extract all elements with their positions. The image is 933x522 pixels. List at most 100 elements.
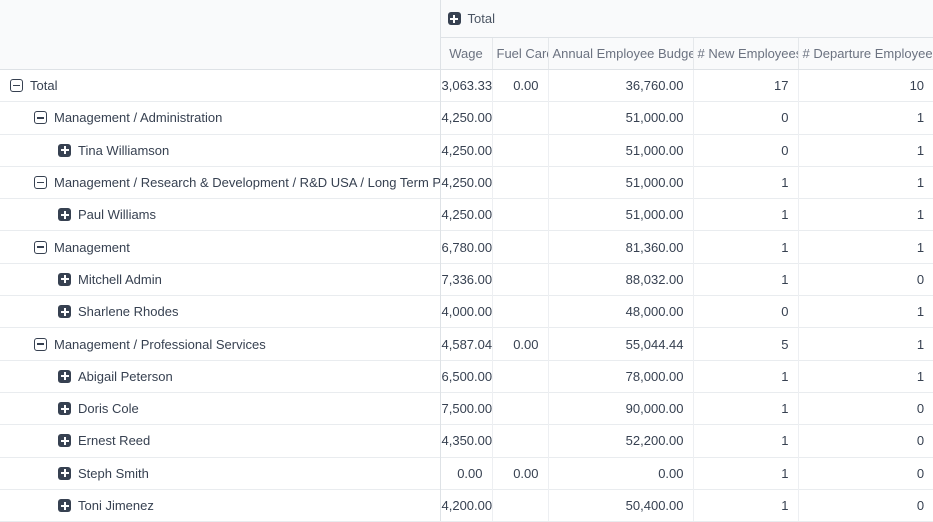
measure-header-new-employees[interactable]: # New Employees <box>692 37 798 70</box>
plus-square-icon <box>58 305 71 319</box>
row-header-tina-williamson[interactable]: Tina Williamson <box>0 133 441 167</box>
pivot-cell: 0 <box>692 101 798 135</box>
row-header-management[interactable]: Management <box>0 230 441 264</box>
pivot-row: Tina Williamson 4,250.00 51,000.00 0 1 <box>0 133 933 167</box>
pivot-cell: 17 <box>692 69 798 102</box>
pivot-cell <box>491 488 548 522</box>
row-header-label: Mitchell Admin <box>78 271 162 287</box>
pivot-cell: 0.00 <box>440 456 492 490</box>
plus-square-icon <box>58 272 71 286</box>
pivot-cell: 51,000.00 <box>547 133 693 167</box>
pivot-cell: 4,587.04 <box>440 327 492 361</box>
pivot-cell: 3,063.33 <box>440 69 492 102</box>
row-header-ernest-reed[interactable]: Ernest Reed <box>0 424 441 458</box>
column-group-header-total[interactable]: Total <box>440 0 933 38</box>
row-header-label: Steph Smith <box>78 465 149 481</box>
pivot-cell: 88,032.00 <box>547 262 693 296</box>
pivot-row: Abigail Peterson 6,500.00 78,000.00 1 1 <box>0 359 933 393</box>
pivot-cell: 81,360.00 <box>547 230 693 264</box>
pivot-cell: 55,044.44 <box>547 327 693 361</box>
row-header-abigail-peterson[interactable]: Abigail Peterson <box>0 359 441 393</box>
pivot-row: Total 3,063.33 0.00 36,760.00 17 10 <box>0 69 933 102</box>
row-header-management-professional-services[interactable]: Management / Professional Services <box>0 327 441 361</box>
pivot-cell: 0 <box>797 488 933 522</box>
pivot-cell: 51,000.00 <box>547 165 693 199</box>
row-header-management-administration[interactable]: Management / Administration <box>0 101 441 135</box>
pivot-cell: 1 <box>692 198 798 231</box>
row-header-sharlene-rhodes[interactable]: Sharlene Rhodes <box>0 295 441 328</box>
minus-square-icon <box>10 79 23 93</box>
row-header-label: Management / Professional Services <box>54 336 266 352</box>
minus-square-icon <box>34 240 47 254</box>
pivot-cell: 1 <box>692 165 798 199</box>
pivot-cell: 0.00 <box>491 456 548 490</box>
pivot-cell: 1 <box>797 295 933 328</box>
pivot-cell: 1 <box>797 101 933 135</box>
measure-header-departure-employee[interactable]: # Departure Employee <box>797 37 933 70</box>
pivot-cell <box>491 230 548 264</box>
pivot-cell: 52,200.00 <box>547 424 693 458</box>
pivot-cell: 36,760.00 <box>547 69 693 102</box>
measure-header-wage[interactable]: Wage <box>440 37 492 70</box>
pivot-cell: 0 <box>692 133 798 167</box>
pivot-cell: 0.00 <box>491 327 548 361</box>
pivot-cell: 4,250.00 <box>440 198 492 231</box>
pivot-cell <box>491 133 548 167</box>
pivot-cell: 1 <box>797 359 933 393</box>
pivot-cell: 50,400.00 <box>547 488 693 522</box>
row-header-label: Doris Cole <box>78 401 139 417</box>
row-header-label: Ernest Reed <box>78 433 151 449</box>
row-header-steph-smith[interactable]: Steph Smith <box>0 456 441 490</box>
pivot-row: Paul Williams 4,250.00 51,000.00 1 1 <box>0 198 933 231</box>
pivot-cell: 0.00 <box>547 456 693 490</box>
pivot-row: Toni Jimenez 4,200.00 50,400.00 1 0 <box>0 488 933 522</box>
row-header-doris-cole[interactable]: Doris Cole <box>0 391 441 425</box>
plus-square-icon <box>58 466 71 480</box>
row-header-label: Total <box>30 78 58 94</box>
column-group-label: Total <box>467 11 495 26</box>
pivot-cell <box>491 165 548 199</box>
pivot-cell: 7,336.00 <box>440 262 492 296</box>
pivot-cell: 1 <box>692 488 798 522</box>
pivot-cell: 4,250.00 <box>440 165 492 199</box>
pivot-cell: 0 <box>797 456 933 490</box>
pivot-cell <box>491 359 548 393</box>
row-header-mitchell-admin[interactable]: Mitchell Admin <box>0 262 441 296</box>
row-header-paul-williams[interactable]: Paul Williams <box>0 198 441 231</box>
pivot-cell: 4,350.00 <box>440 424 492 458</box>
measure-header-fuel-card[interactable]: Fuel Card <box>491 37 548 70</box>
pivot-cell: 0 <box>797 391 933 425</box>
row-header-management-research-development-r-d-usa-long-term-projects[interactable]: Management / Research & Development / R&… <box>0 165 441 199</box>
pivot-row: Management / Administration 4,250.00 51,00… <box>0 101 933 135</box>
measure-header-annual-employee-budget[interactable]: Annual Employee Budget <box>547 37 693 70</box>
plus-square-icon <box>447 12 461 25</box>
row-header-total[interactable]: Total <box>0 69 441 102</box>
pivot-cell: 1 <box>797 133 933 167</box>
pivot-cell: 0.00 <box>491 69 548 102</box>
row-header-toni-jimenez[interactable]: Toni Jimenez <box>0 488 441 522</box>
pivot-body: Total 3,063.33 0.00 36,760.00 17 10 Management… <box>0 69 933 522</box>
pivot-cell: 1 <box>797 327 933 361</box>
pivot-cell: 0 <box>692 295 798 328</box>
pivot-cell: 6,500.00 <box>440 359 492 393</box>
row-header-label: Management / Research & Development / R&… <box>54 175 440 191</box>
pivot-cell: 78,000.00 <box>547 359 693 393</box>
plus-square-icon <box>58 369 71 383</box>
pivot-cell: 4,000.00 <box>440 295 492 328</box>
pivot-cell: 1 <box>692 262 798 296</box>
pivot-cell: 0 <box>797 424 933 458</box>
pivot-cell: 4,200.00 <box>440 488 492 522</box>
pivot-corner-cell <box>0 0 441 70</box>
pivot-row: Mitchell Admin 7,336.00 88,032.00 1 0 <box>0 262 933 296</box>
pivot-row: Ernest Reed 4,350.00 52,200.00 1 0 <box>0 424 933 458</box>
pivot-row: Management / Research & Development / R&… <box>0 165 933 199</box>
row-header-label: Management <box>54 239 130 255</box>
pivot-cell: 7,500.00 <box>440 391 492 425</box>
pivot-cell <box>491 198 548 231</box>
pivot-row: Sharlene Rhodes 4,000.00 48,000.00 0 1 <box>0 295 933 328</box>
pivot-cell: 4,250.00 <box>440 101 492 135</box>
pivot-cell: 1 <box>692 391 798 425</box>
pivot-cell <box>491 262 548 296</box>
pivot-row: Doris Cole 7,500.00 90,000.00 1 0 <box>0 391 933 425</box>
